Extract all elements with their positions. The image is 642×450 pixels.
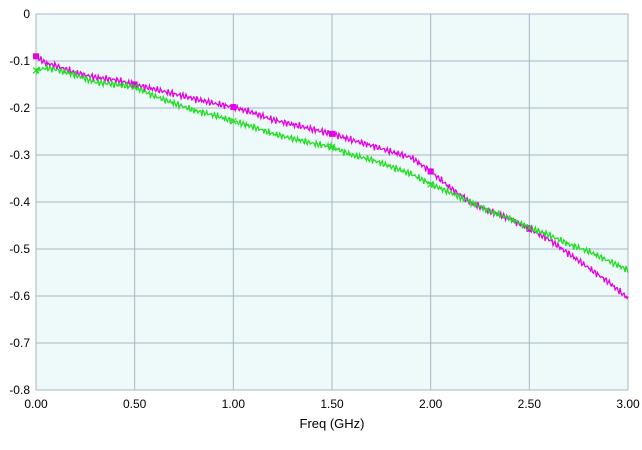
y-tick-label: -0.2 xyxy=(9,101,30,115)
marker-stroke xyxy=(229,117,237,125)
marker-stroke xyxy=(525,224,533,232)
series-1-marker xyxy=(230,104,237,111)
series-1-marker xyxy=(33,53,39,60)
marker-group xyxy=(32,53,533,232)
y-tick-label: -0.7 xyxy=(9,336,30,350)
marker-stroke xyxy=(32,66,40,74)
grid-lines xyxy=(35,13,629,391)
series-1-marker xyxy=(329,130,335,137)
series-2-marker xyxy=(328,143,336,151)
y-tick-label: 0 xyxy=(23,7,30,21)
series-2-marker xyxy=(427,180,435,188)
series-2-marker xyxy=(229,117,237,125)
series-2-marker xyxy=(32,66,40,74)
x-tick-labels: 0.00 0.50 1.00 1.50 2.00 2.50 3.00 xyxy=(24,397,640,411)
y-tick-label: -0.5 xyxy=(9,242,30,256)
x-tick-label: 1.00 xyxy=(222,397,246,411)
x-tick-label: 0.50 xyxy=(123,397,147,411)
x-axis-label: Freq (GHz) xyxy=(300,416,365,431)
marker-stroke xyxy=(427,180,435,188)
y-tick-label: -0.3 xyxy=(9,148,30,162)
series-1-marker xyxy=(131,81,138,88)
x-tick-label: 2.00 xyxy=(419,397,443,411)
series-1-marker xyxy=(427,168,434,175)
series-2-marker xyxy=(525,224,533,232)
y-tick-label: -0.4 xyxy=(9,195,30,209)
y-tick-labels: 0 -0.1 -0.2 -0.3 -0.4 -0.5 -0.6 -0.7 -0.8 xyxy=(9,7,30,397)
marker-stroke xyxy=(328,143,336,151)
y-tick-label: -0.8 xyxy=(9,383,30,397)
series-1-marker xyxy=(526,225,533,232)
y-tick-label: -0.6 xyxy=(9,289,30,303)
x-tick-label: 2.50 xyxy=(518,397,542,411)
y-tick-label: -0.1 xyxy=(9,54,30,68)
series-2-marker xyxy=(131,83,139,91)
marker-stroke xyxy=(131,83,139,91)
x-tick-label: 3.00 xyxy=(616,397,640,411)
x-tick-label: 1.50 xyxy=(320,397,344,411)
x-tick-label: 0.00 xyxy=(24,397,48,411)
